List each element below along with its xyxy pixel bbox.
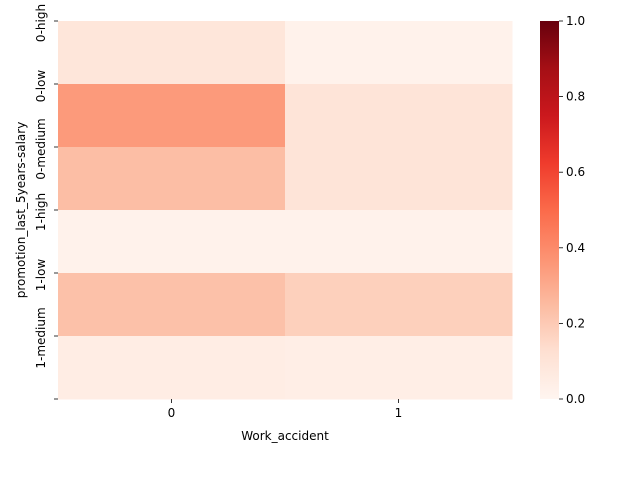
colorbar-tick-label: 0.6 (566, 165, 585, 179)
heatmap-cell (285, 147, 513, 211)
colorbar-tick-label: 1.0 (566, 14, 585, 28)
heatmap-cell (285, 84, 513, 148)
y-tick-label: 0-low (34, 70, 48, 103)
y-tick-label: 1-low (34, 259, 48, 292)
x-axis-label: Work_accident (241, 429, 329, 443)
y-tick-label: 1-high (34, 193, 48, 231)
heatmap-cell (58, 273, 286, 337)
y-tick-label: 0-medium (34, 118, 48, 179)
y-tick-label: 1-medium (34, 307, 48, 368)
heatmap-cell (58, 21, 286, 85)
heatmap-cell (285, 210, 513, 274)
heatmap-cell (58, 336, 286, 400)
y-axis-label: promotion_last_5years-salary (14, 122, 28, 299)
heatmap-cell (285, 336, 513, 400)
colorbar-ticks: 0.0 0.2 0.4 0.6 0.8 1.0 (559, 14, 585, 406)
colorbar (540, 21, 559, 399)
x-tick-label: 0 (168, 406, 176, 420)
heatmap-cell (58, 84, 286, 148)
colorbar-tick-label: 0.0 (566, 392, 585, 406)
colorbar-tick-label: 0.4 (566, 241, 585, 255)
heatmap-cell (285, 273, 513, 337)
heatmap-cell (58, 210, 286, 274)
y-tick-label: 0-high (34, 4, 48, 42)
colorbar-tick-label: 0.2 (566, 316, 585, 330)
heatmap-cell (58, 147, 286, 211)
heatmap-cells (58, 21, 513, 400)
y-axis-ticks: 0-high 0-low 0-medium 1-high 1-low 1-medium (34, 4, 58, 400)
heatmap-cell (285, 21, 513, 85)
colorbar-tick-label: 0.8 (566, 90, 585, 104)
x-tick-label: 1 (395, 406, 403, 420)
